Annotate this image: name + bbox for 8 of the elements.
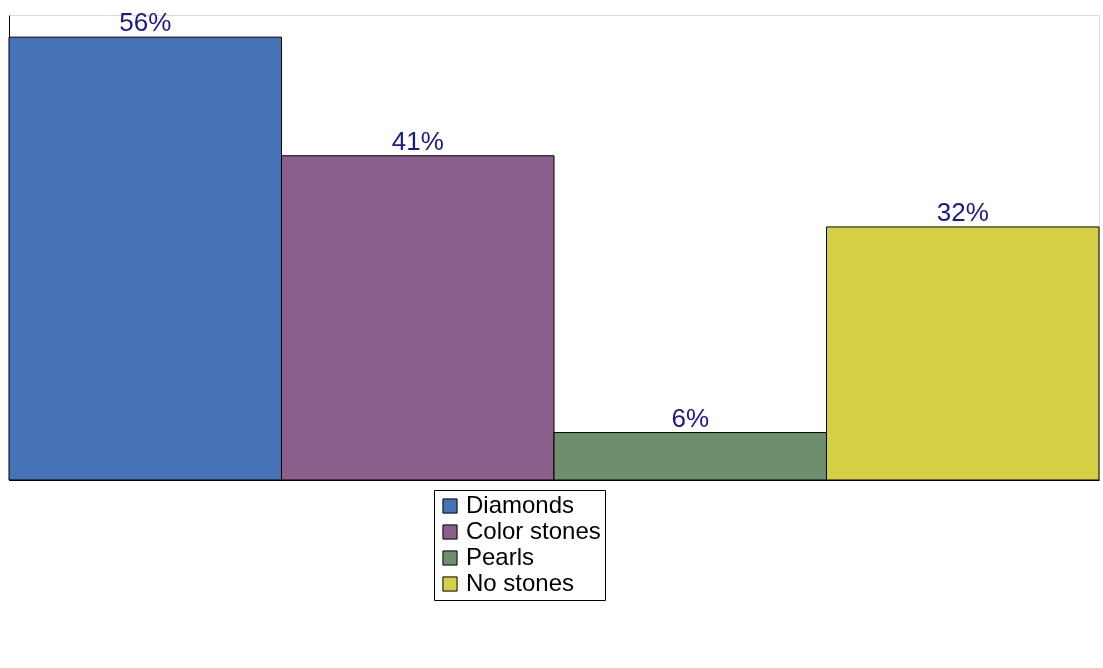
data-label: 32% [936,196,989,227]
legend-label: Color stones [466,517,601,544]
data-label: 6% [671,402,710,433]
data-label: 56% [119,7,172,38]
data-label: 41% [391,125,444,156]
legend-label: No stones [466,569,575,596]
legend-label: Diamonds [466,491,575,518]
legend-label: Pearls [466,543,535,570]
